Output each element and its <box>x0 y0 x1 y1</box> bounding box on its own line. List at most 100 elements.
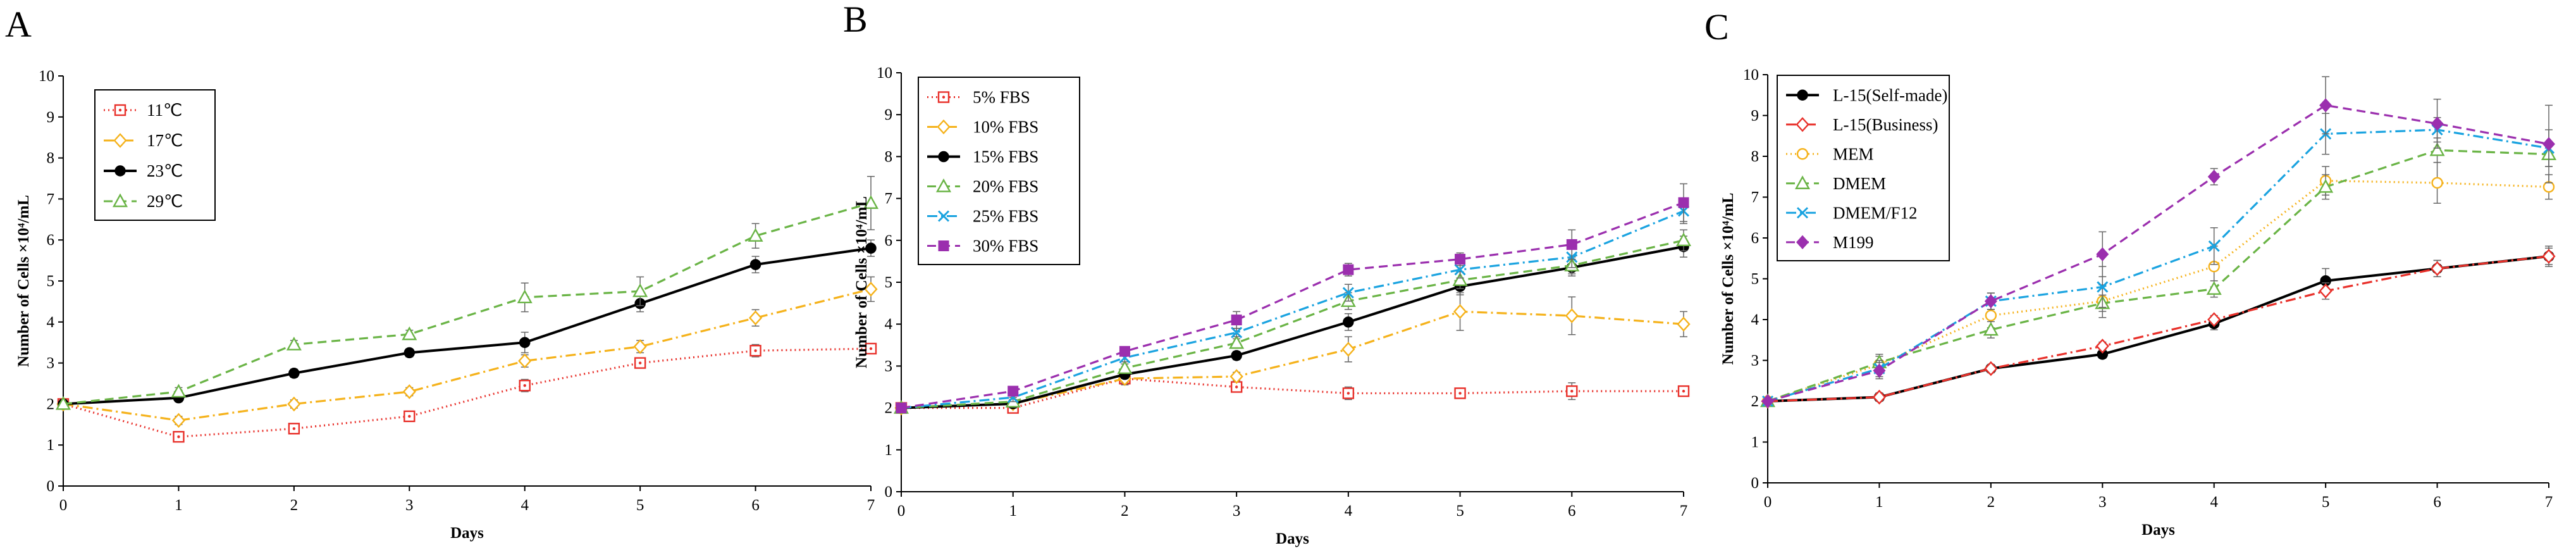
data-point <box>2207 170 2221 184</box>
data-point <box>1454 387 1466 399</box>
series-line <box>1767 149 2549 402</box>
series-line <box>901 245 1684 409</box>
data-point <box>634 357 646 369</box>
series-L-15(Business) <box>1761 247 2556 409</box>
y-tick-label: 3 <box>47 355 55 372</box>
x-tick-label: 3 <box>1233 502 1241 520</box>
y-axis-label: Number of Cells ×10⁴/mL <box>15 195 32 367</box>
data-point <box>2430 261 2444 277</box>
series-line <box>1767 255 2549 402</box>
series-line <box>1767 128 2549 402</box>
legend-label: DMEM <box>1833 174 1886 193</box>
legend-item: 30% FBS <box>927 237 1038 256</box>
legend-marker <box>1796 207 1809 219</box>
data-point <box>1566 385 1578 397</box>
data-point <box>1117 360 1133 374</box>
y-tick-label: 5 <box>885 274 893 291</box>
data-point <box>1452 272 1468 286</box>
data-point <box>404 410 416 423</box>
legend-item: 11℃ <box>104 101 182 120</box>
data-point <box>1872 389 1887 405</box>
legend-marker <box>112 193 128 208</box>
y-tick-label: 1 <box>1751 434 1759 451</box>
x-tick-label: 3 <box>405 497 414 514</box>
data-point <box>171 384 187 398</box>
data-point <box>1342 287 1354 299</box>
series-17℃ <box>56 276 878 428</box>
legend-item: L-15(Business) <box>1786 115 1938 134</box>
y-axis-label: Number of Cells ×10⁴/mL <box>1720 193 1737 365</box>
legend-label: 15% FBS <box>973 147 1038 166</box>
data-point <box>2431 177 2443 189</box>
panel-letter-c: C <box>1704 6 1729 47</box>
legend-item: DMEM <box>1786 174 1886 193</box>
y-tick-label: 0 <box>1751 475 1759 492</box>
series-23℃ <box>58 239 877 410</box>
y-tick-label: 2 <box>1751 393 1759 410</box>
legend-label: DMEM/F12 <box>1833 203 1918 222</box>
legend-label: 23℃ <box>147 161 183 180</box>
data-point <box>2206 281 2222 295</box>
data-point <box>633 339 647 354</box>
data-point <box>402 326 417 340</box>
x-axis-label: Days <box>1276 530 1309 547</box>
data-point <box>1231 327 1243 339</box>
x-tick-label: 7 <box>1680 502 1688 520</box>
data-point <box>1984 361 1998 377</box>
legend-marker <box>114 104 126 116</box>
legend-item: M199 <box>1786 233 1874 252</box>
data-point <box>1873 363 1886 378</box>
data-point <box>2319 98 2333 113</box>
legend-item: 17℃ <box>104 131 183 150</box>
legend-label: 20% FBS <box>973 177 1038 196</box>
data-point <box>288 368 300 379</box>
legend-marker <box>1796 148 1809 160</box>
x-tick-label: 2 <box>1121 502 1129 520</box>
data-point <box>1566 239 1577 250</box>
data-point <box>2095 339 2109 354</box>
data-point <box>518 353 532 369</box>
y-tick-label: 4 <box>1751 311 1759 328</box>
data-point <box>632 283 648 297</box>
y-tick-label: 9 <box>885 106 893 123</box>
legend-marker <box>1796 116 1809 132</box>
data-point <box>1677 385 1690 397</box>
data-point <box>1343 316 1354 328</box>
panel-letter-a: A <box>5 4 32 45</box>
x-tick-label: 6 <box>2433 494 2441 511</box>
x-tick-label: 4 <box>521 497 529 514</box>
x-tick-label: 0 <box>1764 494 1772 511</box>
legend-marker <box>937 210 950 222</box>
legend-label: M199 <box>1833 233 1874 252</box>
y-tick-label: 10 <box>39 68 54 85</box>
data-point <box>173 431 185 443</box>
series-line <box>1767 104 2549 402</box>
y-tick-label: 1 <box>47 437 55 454</box>
legend-item: 5% FBS <box>927 88 1030 107</box>
data-point <box>171 413 186 428</box>
legend-label: MEM <box>1833 144 1874 163</box>
y-tick-label: 6 <box>885 232 893 249</box>
data-point <box>749 344 761 357</box>
data-point <box>519 337 531 348</box>
data-point <box>1985 309 1997 321</box>
y-tick-label: 8 <box>885 148 893 165</box>
data-point <box>1343 264 1354 275</box>
legend: 5% FBS 10% FBS 15% FBS 20% FBS 25% FBS 30% FB… <box>918 77 1080 265</box>
data-point <box>404 347 416 359</box>
x-tick-label: 7 <box>2545 494 2553 511</box>
data-point <box>1454 264 1466 276</box>
legend-item: DMEM/F12 <box>1786 203 1918 222</box>
y-tick-label: 6 <box>1751 230 1759 247</box>
data-point <box>1565 308 1579 323</box>
data-point <box>55 396 71 410</box>
data-point <box>748 228 763 242</box>
data-point <box>1678 197 1689 208</box>
data-point <box>2431 116 2444 131</box>
x-tick-label: 2 <box>290 497 299 514</box>
x-axis-label: Days <box>450 525 484 542</box>
data-point <box>864 282 878 297</box>
legend-label: L-15(Business) <box>1833 115 1938 134</box>
legend-marker <box>1794 175 1811 189</box>
